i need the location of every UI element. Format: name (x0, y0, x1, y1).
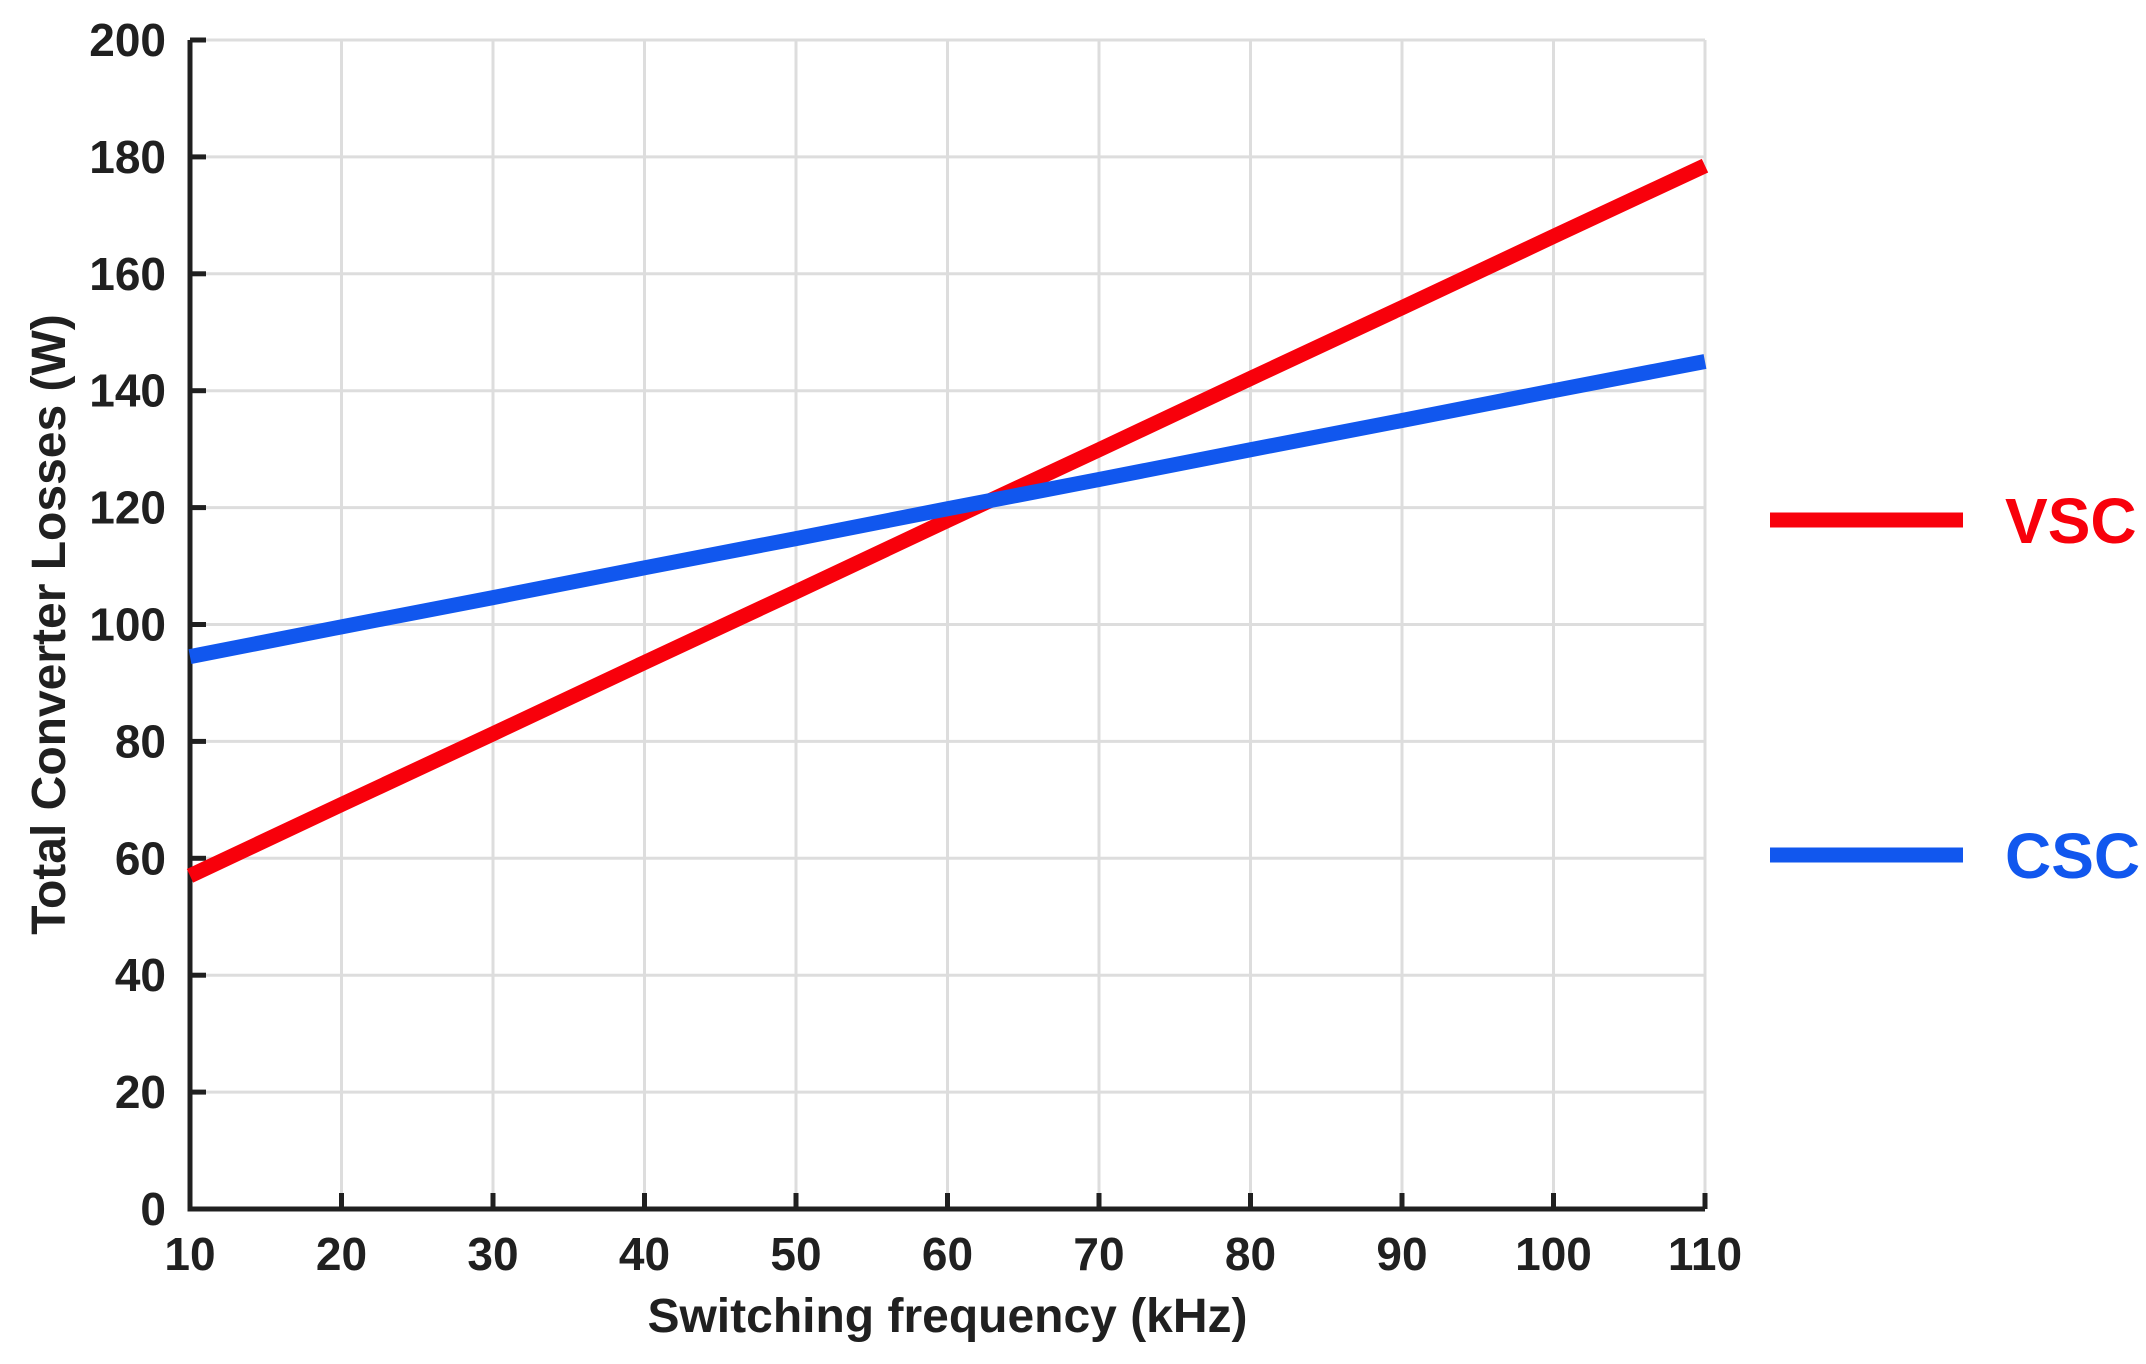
x-tick-label-100: 100 (1515, 1228, 1592, 1280)
x-tick-label-60: 60 (922, 1228, 973, 1280)
x-tick-label-80: 80 (1225, 1228, 1276, 1280)
axes-layer (187, 37, 1708, 1212)
y-tick-label-180: 180 (89, 131, 166, 183)
y-tick-label-0: 0 (140, 1183, 166, 1235)
legend: VSC CSC (1770, 485, 2140, 892)
grid-layer (190, 38, 1707, 1209)
y-tick-label-120: 120 (89, 482, 166, 534)
y-tick-label-100: 100 (89, 599, 166, 651)
series-line-csc (188, 354, 1707, 665)
x-tick-label-70: 70 (1073, 1228, 1124, 1280)
x-tick-label-30: 30 (467, 1228, 518, 1280)
y-tick-label-80: 80 (115, 715, 166, 767)
series-line-vsc (186, 158, 1709, 883)
y-tick-label-140: 140 (89, 365, 166, 417)
legend-label-csc: CSC (2005, 820, 2140, 892)
axis-titles-layer: Switching frequency (kHz) Total Converter… (23, 314, 1248, 1343)
y-tick-label-60: 60 (115, 832, 166, 884)
series-layer (186, 158, 1709, 883)
y-axis-title: Total Converter Losses (W) (23, 314, 76, 935)
tick-labels-layer: 0 20 40 60 80 100 120 140 160 180 200 10 20 30 40 50 60 7… (89, 14, 1742, 1280)
x-tick-label-40: 40 (619, 1228, 670, 1280)
y-tick-label-40: 40 (115, 949, 166, 1001)
y-tick-label-200: 200 (89, 14, 166, 66)
x-tick-label-20: 20 (316, 1228, 367, 1280)
x-tick-label-50: 50 (770, 1228, 821, 1280)
legend-label-vsc: VSC (2005, 485, 2137, 557)
x-tick-label-90: 90 (1376, 1228, 1427, 1280)
x-tick-label-110: 110 (1668, 1228, 1742, 1280)
y-tick-label-160: 160 (89, 248, 166, 300)
x-tick-label-10: 10 (164, 1228, 215, 1280)
y-tick-label-20: 20 (115, 1066, 166, 1118)
x-axis-title: Switching frequency (kHz) (647, 1290, 1247, 1343)
